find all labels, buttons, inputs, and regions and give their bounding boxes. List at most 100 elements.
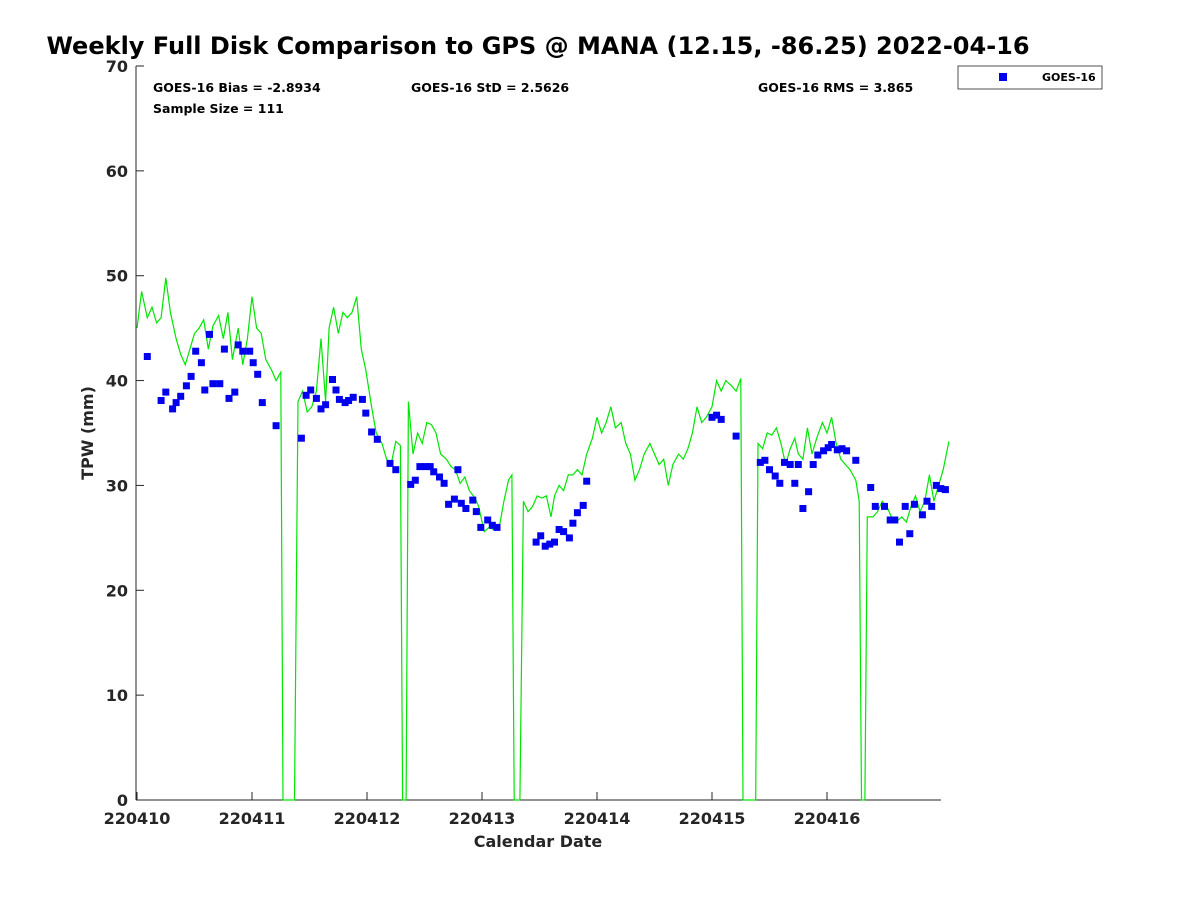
std-stat: GOES-16 StD = 2.5626 [411,80,569,95]
goes-point [197,359,205,367]
y-tick-label: 10 [106,686,128,705]
goes-point [786,461,794,468]
goes-point [201,386,209,394]
goes-point [493,523,501,531]
goes-point [717,415,725,423]
goes-point [430,468,438,476]
goes-point [756,458,764,466]
goes-point [426,463,434,471]
goes-point [820,447,828,455]
y-tick-label: 20 [106,581,128,600]
goes-point [249,359,257,367]
x-tick-label: 220410 [104,809,171,828]
goes-point [440,479,448,487]
goes-point [169,405,177,413]
goes-point [781,458,788,466]
goes-point [454,466,462,474]
goes-point [871,502,879,510]
goes-point [231,388,239,396]
goes-point [928,502,936,510]
goes-point [143,353,151,360]
goes-point [937,485,945,493]
goes-point [225,394,233,402]
y-tick-label: 60 [106,162,128,181]
goes-point [349,393,357,401]
goes-point [358,395,366,403]
goes-point [918,511,926,519]
goes-point [162,388,170,396]
goes-point [272,422,280,430]
goes-point [187,372,195,380]
x-tick-label: 220415 [679,809,746,828]
goes-point [708,413,716,421]
goes-point [436,473,443,481]
goes-point [891,516,899,524]
goes-point [766,466,773,474]
y-axis-label: TPW (mm) [78,386,97,480]
gps-line [136,277,950,801]
bias-stat: GOES-16 Bias = -2.8934 [153,80,321,95]
goes-point [345,397,353,404]
goes-point [799,505,807,512]
y-tick-label: 0 [117,791,128,810]
goes-point [805,488,813,496]
goes-point [932,481,940,489]
goes-point [373,435,381,443]
goes-point [560,528,568,536]
legend-box [957,65,1103,90]
goes-point [713,411,721,419]
goes-point [565,534,573,542]
goes-point [329,376,336,383]
goes-point [809,461,817,468]
x-tick-label: 220413 [449,809,516,828]
goes-point [537,532,545,540]
x-tick-label: 220412 [334,809,401,828]
goes-point [206,330,213,338]
goes-point [472,508,480,516]
goes-point [484,516,492,524]
goes-point [297,434,305,442]
legend: GOES-16 [957,65,1103,90]
goes-point [901,502,909,510]
goes-point [172,399,180,407]
goes-point [192,347,200,355]
goes-point [335,395,343,403]
plot-frame [135,66,941,801]
goes-point [450,495,458,503]
goes-point [477,523,485,531]
y-tick-label: 50 [106,267,128,286]
y-tick-label: 30 [106,476,128,495]
goes-point [828,441,836,448]
goes-point [234,341,242,349]
goes-point [906,530,914,538]
goes-point [307,386,315,394]
y-tick-label: 70 [106,57,128,76]
goes-point [488,521,496,529]
goes-point [583,477,591,485]
goes-point [332,386,340,394]
goes-point [317,405,325,413]
goes-point [182,382,190,390]
sample-size-stat: Sample Size = 111 [153,101,284,116]
goes-point [209,380,217,388]
chart-title: Weekly Full Disk Comparison to GPS @ MAN… [46,32,1029,60]
goes-point [551,538,558,546]
x-tick-label: 220416 [794,809,861,828]
goes-point [422,463,430,471]
x-tick-label: 220414 [564,809,631,828]
y-axis: 0 10 20 30 40 50 60 70 [106,57,144,810]
goes-point [843,447,851,455]
goes-point [941,486,949,494]
goes-point [923,497,931,505]
legend-label-goes: GOES-16 [1042,71,1096,84]
goes-point [833,446,841,454]
goes-point [411,476,419,484]
goes-point [246,347,254,355]
goes-point [886,516,894,524]
goes-point [794,461,802,468]
goes-point [216,380,224,388]
x-tick-label: 220411 [219,809,286,828]
goes-point [546,540,554,548]
goes-point [555,526,563,533]
